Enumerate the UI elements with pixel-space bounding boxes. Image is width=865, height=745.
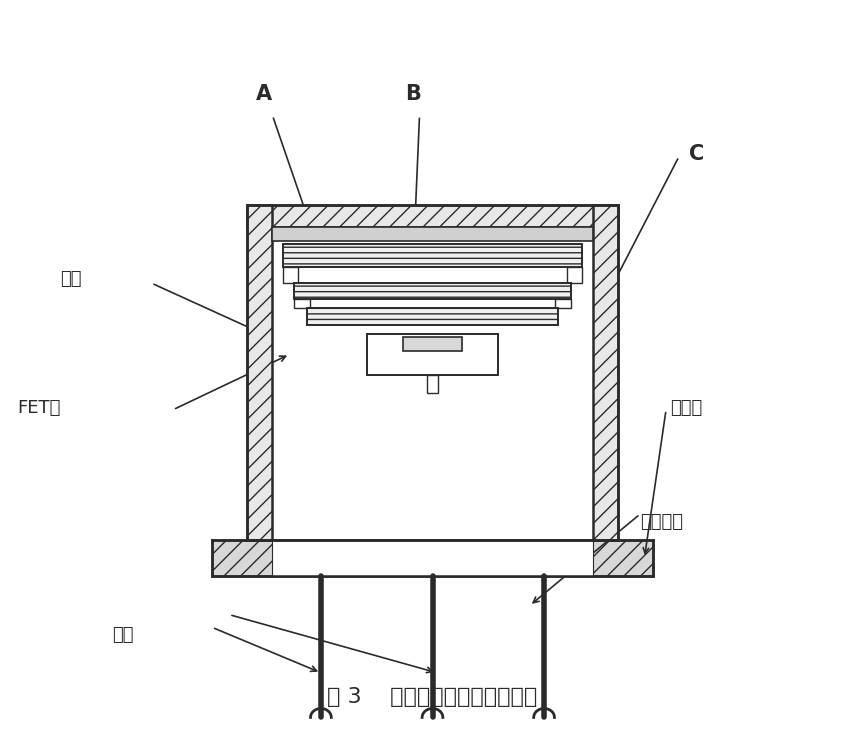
Text: 引脚: 引脚 [112,626,134,644]
Text: 外壳: 外壳 [61,270,82,288]
Text: B: B [406,84,421,104]
Text: 图 3    热释电红外传感器结构图: 图 3 热释电红外传感器结构图 [327,687,538,706]
Text: 电路元件: 电路元件 [640,513,683,530]
Text: C: C [689,145,705,164]
Bar [294,283,571,299]
Bar [427,375,438,393]
Text: A: A [256,84,272,104]
Bar [307,308,558,325]
Bar [283,267,298,283]
Bar [294,299,310,308]
Bar [283,244,582,267]
Bar [272,221,593,533]
Bar [567,267,582,283]
Bar [247,205,618,540]
Bar [555,299,571,308]
Bar [247,205,272,540]
Bar [272,540,593,576]
Bar [368,334,497,375]
Bar [247,205,618,227]
Bar [403,337,462,351]
Bar [307,308,558,325]
Bar [283,244,582,267]
Bar [212,540,653,576]
Bar [593,205,618,540]
Bar [272,227,593,241]
Bar [294,283,571,299]
Text: FET管: FET管 [17,399,61,416]
Text: 支承环: 支承环 [670,399,702,417]
